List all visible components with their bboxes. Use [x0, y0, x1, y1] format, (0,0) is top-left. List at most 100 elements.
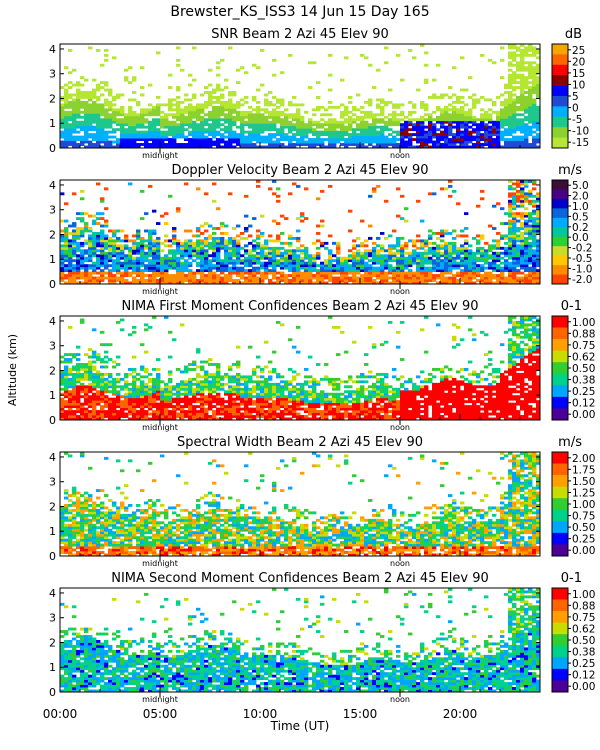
heatmap-cell [452, 259, 457, 263]
heatmap-cell [532, 204, 537, 208]
heatmap-cell [284, 145, 289, 149]
heatmap-cell [236, 103, 241, 107]
heatmap-cell [412, 133, 417, 137]
heatmap-cell [132, 380, 137, 384]
heatmap-cell [472, 118, 477, 122]
heatmap-cell [504, 103, 509, 107]
heatmap-cell [60, 140, 65, 144]
heatmap-cell [192, 140, 197, 144]
heatmap-cell [176, 105, 181, 109]
heatmap-cell [504, 108, 509, 112]
heatmap-cell [520, 214, 525, 218]
heatmap-cell [96, 108, 101, 112]
heatmap-cell [512, 281, 517, 285]
heatmap-cell [476, 241, 481, 245]
heatmap-cell [152, 380, 157, 384]
heatmap-cell [400, 128, 405, 132]
heatmap-cell [212, 276, 217, 280]
heatmap-cell [276, 115, 281, 119]
heatmap-cell [60, 276, 65, 280]
heatmap-cell [120, 254, 125, 258]
heatmap-cell [356, 259, 361, 263]
heatmap-cell [96, 232, 101, 235]
heatmap-cell [404, 123, 409, 127]
heatmap-cell [468, 276, 473, 280]
heatmap-cell [460, 234, 465, 238]
heatmap-cell [316, 133, 321, 137]
heatmap-cell [96, 417, 101, 421]
heatmap-cell [172, 279, 177, 282]
heatmap-cell [500, 118, 505, 122]
heatmap-cell [332, 264, 337, 268]
heatmap-cell [392, 246, 397, 250]
heatmap-cell [256, 269, 261, 273]
heatmap-cell [532, 279, 537, 282]
heatmap-cell [192, 234, 197, 238]
heatmap-cell [80, 276, 85, 280]
heatmap-cell [148, 234, 153, 238]
heatmap-cell [136, 400, 141, 404]
heatmap-cell [92, 93, 97, 97]
heatmap-cell [180, 274, 185, 277]
heatmap-cell [528, 236, 533, 240]
heatmap-cell [288, 259, 293, 263]
heatmap-cell [208, 125, 213, 129]
heatmap-cell [152, 113, 157, 117]
heatmap-cell [96, 249, 101, 253]
heatmap-cell [216, 125, 221, 129]
heatmap-cell [100, 199, 105, 203]
heatmap-cell [516, 98, 521, 102]
heatmap-cell [412, 138, 417, 141]
heatmap-cell [292, 236, 297, 240]
heatmap-cell [508, 81, 513, 85]
heatmap-cell [488, 261, 493, 265]
heatmap-cell [212, 140, 217, 144]
heatmap-cell [464, 133, 469, 137]
heatmap-cell [328, 123, 333, 127]
heatmap-cell [72, 120, 77, 124]
heatmap-cell [124, 254, 129, 258]
heatmap-cell [132, 370, 137, 374]
heatmap-cell [448, 130, 453, 134]
heatmap-cell [180, 256, 185, 260]
heatmap-cell [188, 397, 193, 401]
heatmap-cell [336, 241, 341, 245]
heatmap-cell [360, 143, 365, 146]
heatmap-cell [192, 108, 197, 112]
heatmap-cell [480, 128, 485, 132]
heatmap-cell [272, 261, 277, 265]
heatmap-cell [140, 189, 145, 193]
heatmap-cell [236, 254, 241, 258]
heatmap-cell [200, 266, 205, 270]
heatmap-cell [64, 66, 69, 70]
heatmap-cell [168, 330, 173, 334]
heatmap-cell [152, 368, 157, 371]
heatmap-cell [396, 279, 401, 282]
heatmap-cell [508, 93, 513, 97]
heatmap-cell [520, 125, 525, 129]
heatmap-cell [532, 81, 537, 85]
heatmap-cell [328, 254, 333, 258]
heatmap-cell [84, 133, 89, 137]
heatmap-cell [420, 261, 425, 265]
heatmap-cell [168, 113, 173, 117]
heatmap-cell [524, 274, 529, 277]
heatmap-cell [292, 259, 297, 263]
heatmap-cell [508, 125, 513, 129]
heatmap-cell [280, 279, 285, 282]
heatmap-cell [276, 113, 281, 117]
heatmap-cell [508, 143, 513, 146]
heatmap-cell [396, 120, 401, 124]
heatmap-cell [456, 251, 461, 255]
heatmap-cell [212, 118, 217, 122]
heatmap-cell [340, 78, 345, 82]
heatmap-cell [492, 244, 497, 248]
heatmap-cell [72, 269, 77, 273]
heatmap-cell [96, 236, 101, 240]
heatmap-cell [84, 130, 89, 134]
heatmap-cell [480, 145, 485, 149]
heatmap-cell [116, 123, 121, 127]
heatmap-cell [176, 385, 181, 389]
heatmap-cell [276, 276, 281, 280]
heatmap-cell [132, 76, 137, 80]
